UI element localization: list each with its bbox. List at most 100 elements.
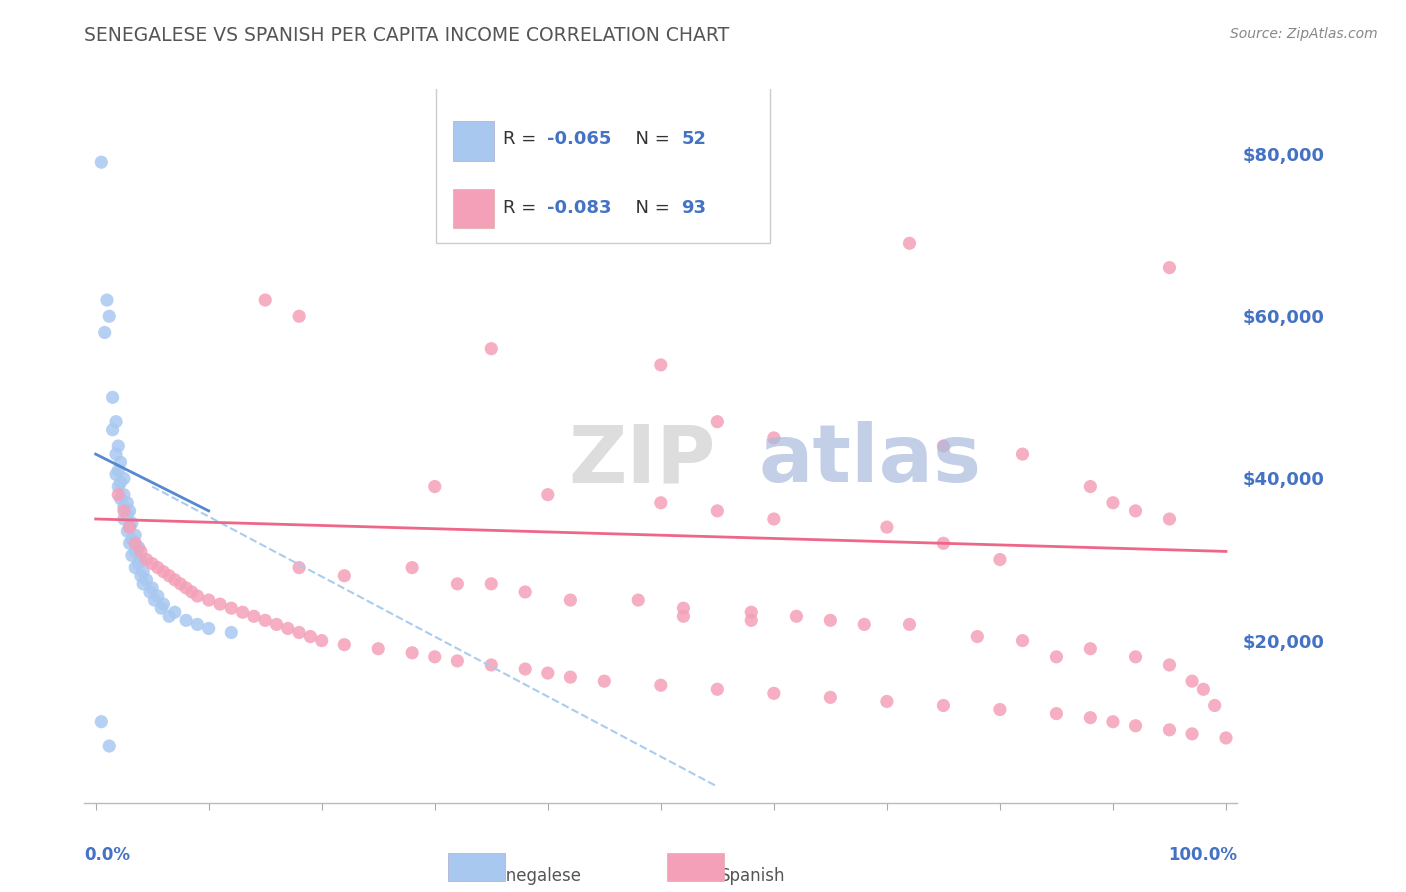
Text: atlas: atlas <box>759 421 981 500</box>
Point <box>401 646 423 660</box>
Point <box>112 488 135 502</box>
Point <box>118 536 141 550</box>
Point <box>174 613 197 627</box>
Point <box>152 597 174 611</box>
Point <box>333 568 356 582</box>
Point <box>221 625 243 640</box>
Point <box>124 544 146 558</box>
Point <box>141 581 163 595</box>
Point <box>186 589 208 603</box>
Point <box>197 593 219 607</box>
Point <box>1125 504 1147 518</box>
FancyBboxPatch shape <box>436 71 770 243</box>
Text: R =: R = <box>503 130 541 148</box>
Point <box>898 617 921 632</box>
Point <box>672 609 695 624</box>
Point <box>650 496 672 510</box>
Point <box>1125 719 1147 733</box>
Point <box>876 694 898 708</box>
Text: SENEGALESE VS SPANISH PER CAPITA INCOME CORRELATION CHART: SENEGALESE VS SPANISH PER CAPITA INCOME … <box>84 26 730 45</box>
Point <box>141 557 163 571</box>
Point <box>112 500 135 514</box>
Point <box>740 613 762 627</box>
Point <box>785 609 807 624</box>
Point <box>479 577 502 591</box>
Point <box>288 625 311 640</box>
Point <box>966 630 988 644</box>
Point <box>169 577 191 591</box>
Point <box>1159 512 1181 526</box>
Point <box>163 573 186 587</box>
Point <box>1078 711 1101 725</box>
Point <box>537 488 560 502</box>
Point <box>90 714 112 729</box>
Point <box>876 520 898 534</box>
Point <box>288 560 311 574</box>
Point <box>121 533 143 547</box>
Point <box>820 690 842 705</box>
Point <box>1159 260 1181 275</box>
Point <box>124 536 146 550</box>
Point <box>243 609 266 624</box>
Point <box>135 573 157 587</box>
Point <box>853 617 876 632</box>
Point <box>152 565 174 579</box>
Point <box>401 560 423 574</box>
Text: 93: 93 <box>682 200 707 218</box>
Point <box>146 560 169 574</box>
Point <box>221 601 243 615</box>
Point <box>129 568 152 582</box>
Text: ZIP: ZIP <box>568 421 716 500</box>
Point <box>163 605 186 619</box>
Point <box>105 447 128 461</box>
FancyBboxPatch shape <box>447 853 505 881</box>
Point <box>107 479 129 493</box>
Text: Spanish: Spanish <box>720 867 786 885</box>
Point <box>1204 698 1226 713</box>
Point <box>98 739 121 753</box>
Point <box>1078 641 1101 656</box>
Point <box>174 581 197 595</box>
Point <box>135 552 157 566</box>
FancyBboxPatch shape <box>453 189 494 228</box>
Point <box>299 630 322 644</box>
Point <box>1102 496 1125 510</box>
Point <box>208 597 231 611</box>
Point <box>423 479 446 493</box>
Point <box>117 496 139 510</box>
Point <box>117 524 139 538</box>
Point <box>139 585 162 599</box>
Point <box>1159 657 1181 672</box>
Point <box>898 236 921 251</box>
Point <box>98 310 121 324</box>
Point <box>110 491 132 506</box>
Text: Senegalese: Senegalese <box>486 867 582 885</box>
Point <box>740 605 762 619</box>
Point <box>254 293 277 307</box>
Point <box>1011 633 1033 648</box>
Text: 52: 52 <box>682 130 707 148</box>
Point <box>446 577 468 591</box>
Point <box>706 682 728 697</box>
Text: -0.083: -0.083 <box>547 200 612 218</box>
Point <box>132 565 155 579</box>
Point <box>650 358 672 372</box>
Point <box>121 516 143 530</box>
Point <box>762 512 785 526</box>
Point <box>288 310 311 324</box>
Point <box>627 593 650 607</box>
Text: N =: N = <box>624 130 675 148</box>
Point <box>515 585 537 599</box>
Point <box>129 552 152 566</box>
Point <box>423 649 446 664</box>
Point <box>1159 723 1181 737</box>
Point <box>112 504 135 518</box>
Point <box>107 439 129 453</box>
Point <box>1181 674 1204 689</box>
Point <box>132 577 155 591</box>
Point <box>107 488 129 502</box>
Point <box>1125 649 1147 664</box>
Point <box>672 601 695 615</box>
Point <box>1102 714 1125 729</box>
Point <box>515 662 537 676</box>
